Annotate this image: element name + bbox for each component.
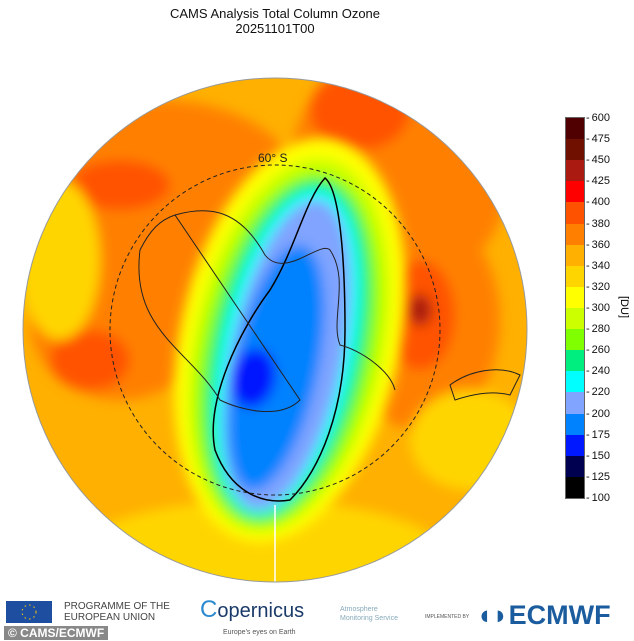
colorbar-swatch	[566, 308, 584, 330]
implemented-by: IMPLEMENTED BY	[425, 614, 470, 620]
colorbar-tick: 220	[586, 386, 610, 398]
colorbar-unit: [DU]	[618, 296, 630, 318]
colorbar-tick: 320	[586, 281, 610, 293]
colorbar-tick: 125	[586, 471, 610, 483]
cams-logo: Atmosphere Monitoring Service	[340, 606, 398, 622]
colorbar-tick: 425	[586, 175, 610, 187]
colorbar-tick: 260	[586, 344, 610, 356]
copernicus-logo: opernicus	[217, 600, 305, 622]
map-datetime: 20251101T00	[235, 21, 315, 36]
colorbar-tick: 240	[586, 365, 610, 377]
colorbar-tick: 100	[586, 492, 610, 504]
eu-programme-text: PROGRAMME OF THE EUROPEAN UNION	[64, 601, 170, 623]
colorbar-swatch	[566, 434, 584, 456]
colorbar-swatch	[566, 476, 584, 498]
colorbar-swatch	[566, 181, 584, 203]
colorbar-swatch	[566, 455, 584, 477]
colorbar-tick: 600	[586, 112, 610, 124]
ecmwf-logo: ◖◗ECMWF	[476, 600, 611, 630]
colorbar-tick: 450	[586, 154, 610, 166]
colorbar-tick: 150	[586, 450, 610, 462]
latitude-label: 60° S	[258, 151, 287, 165]
colorbar-swatch	[566, 413, 584, 435]
colorbar-swatch	[566, 160, 584, 182]
colorbar-tick: 300	[586, 302, 610, 314]
colorbar-swatch	[566, 223, 584, 245]
colorbar-swatch	[566, 371, 584, 393]
latitude-circle-60s	[109, 164, 441, 496]
image-credit: © CAMS/ECMWF	[4, 626, 109, 640]
colorbar-swatch	[566, 392, 584, 414]
colorbar-tick: 340	[586, 260, 610, 272]
colorbar-swatch	[566, 118, 584, 140]
colorbar-swatch	[566, 244, 584, 266]
copernicus-tagline: Europe's eyes on Earth	[223, 629, 296, 636]
ecmwf-text: ECMWF	[508, 600, 611, 630]
colorbar-swatch	[566, 202, 584, 224]
eu-flag-logo	[6, 601, 52, 623]
colorbar-swatch	[566, 139, 584, 161]
colorbar-tick: 280	[586, 323, 610, 335]
colorbar-swatch	[566, 286, 584, 309]
colorbar-tick: 175	[586, 429, 610, 441]
colorbar-tick: 200	[586, 408, 610, 420]
colorbar-tick: 360	[586, 239, 610, 251]
map-title: CAMS Analysis Total Column Ozone	[169, 6, 381, 21]
colorbar-swatch	[566, 350, 584, 372]
colorbar-tick: 400	[586, 196, 610, 208]
colorbar	[565, 117, 585, 499]
colorbar-swatch	[566, 329, 584, 351]
colorbar-tick: 475	[586, 133, 610, 145]
colorbar-tick: 380	[586, 218, 610, 230]
colorbar-swatch	[566, 265, 584, 287]
